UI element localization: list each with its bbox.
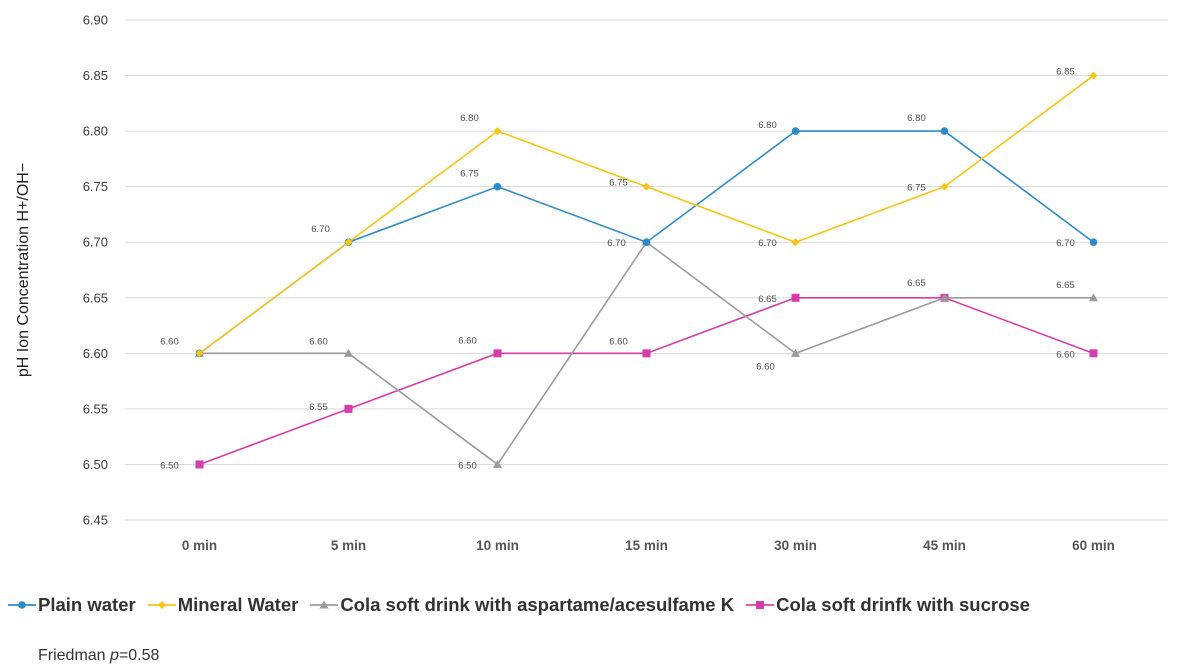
- data-point: [344, 238, 353, 247]
- data-label: 6.75: [460, 169, 479, 180]
- data-label: 6.50: [160, 460, 179, 471]
- data-point: [18, 601, 26, 609]
- data-point: [344, 404, 353, 413]
- legend-item: Plain water: [8, 594, 136, 616]
- y-tick-label: 6.60: [83, 346, 108, 361]
- legend-item: Mineral Water: [147, 594, 299, 616]
- y-tick-label: 6.55: [83, 401, 108, 416]
- data-point: [1089, 293, 1098, 302]
- data-point: [195, 349, 204, 358]
- legend: Plain water Mineral Water Cola soft drink …: [8, 594, 1042, 616]
- data-point: [493, 349, 502, 358]
- legend-label: Cola soft drinfk with sucrose: [776, 594, 1030, 615]
- data-point: [642, 238, 651, 247]
- data-label: 6.60: [160, 336, 179, 347]
- x-tick-label: 15 min: [625, 538, 668, 553]
- data-point: [493, 459, 502, 468]
- data-point: [940, 182, 949, 191]
- series-1: [195, 71, 1098, 358]
- data-point: [940, 293, 949, 302]
- series-line: [199, 74, 1094, 354]
- legend-label: Mineral Water: [177, 594, 299, 615]
- data-point: [791, 238, 800, 247]
- legend-label: Plain water: [38, 594, 136, 615]
- data-point: [493, 182, 502, 191]
- data-labels: 6.75 6.80 6.80 6.70 6.70 6.80 6.75 6.70 6.75 6.85…: [160, 67, 1075, 472]
- y-tick-label: 6.80: [83, 124, 108, 139]
- data-point: [157, 601, 166, 609]
- data-point: [940, 127, 949, 135]
- data-label: 6.85: [1056, 67, 1075, 78]
- x-tick-labels: 0 min 5 min 10 min 15 min 30 min 45 min 60 min: [182, 538, 1115, 553]
- data-label: 6.65: [758, 294, 777, 305]
- data-label: 6.60: [756, 361, 775, 372]
- grid-lines: [125, 19, 1168, 521]
- data-point: [493, 127, 502, 136]
- y-tick-label: 6.50: [83, 457, 108, 472]
- data-label: 6.65: [907, 278, 926, 289]
- x-tick-label: 0 min: [182, 538, 217, 553]
- data-point: [642, 182, 651, 191]
- x-tick-label: 5 min: [331, 538, 366, 553]
- data-label: 6.75: [907, 183, 926, 194]
- data-label: 6.60: [458, 335, 477, 346]
- friedman-note: Friedman p=0.58: [38, 647, 159, 665]
- x-tick-label: 60 min: [1072, 538, 1115, 553]
- legend-label: Cola soft drink with aspartame/acesulfam…: [340, 594, 735, 615]
- data-point: [195, 460, 204, 469]
- line-chart: 6.45 6.50 6.55 6.60 6.65 6.70 6.75 6.80 6.85 6.90…: [15, 13, 1168, 553]
- data-label: 6.80: [758, 120, 777, 131]
- friedman-value: =0.58: [118, 647, 160, 664]
- series-line: [199, 296, 1094, 466]
- y-tick-label: 6.90: [83, 13, 108, 28]
- y-tick-label: 6.85: [83, 68, 108, 83]
- y-tick-label: 6.70: [83, 235, 108, 250]
- y-tick-label: 6.75: [83, 179, 108, 194]
- y-tick-label: 6.65: [83, 290, 108, 305]
- data-label: 6.70: [607, 238, 626, 249]
- friedman-p: p: [110, 647, 119, 664]
- data-label: 6.80: [460, 113, 479, 124]
- series-lines: [195, 71, 1098, 469]
- data-label: 6.75: [609, 178, 628, 189]
- data-point: [344, 348, 353, 357]
- x-tick-label: 10 min: [476, 538, 519, 553]
- data-point: [1089, 349, 1098, 358]
- legend-item: Cola soft drink with aspartame/acesulfam…: [310, 594, 734, 616]
- x-tick-label: 30 min: [774, 538, 817, 553]
- x-tick-label: 45 min: [923, 538, 966, 553]
- data-point: [642, 349, 651, 358]
- friedman-prefix: Friedman: [38, 647, 111, 664]
- legend-swatch: [310, 600, 339, 609]
- data-label: 6.70: [311, 224, 330, 235]
- y-tick-label: 6.45: [83, 513, 108, 528]
- data-point: [791, 348, 800, 357]
- data-label: 6.60: [309, 336, 328, 347]
- data-point: [319, 600, 329, 609]
- data-point: [791, 293, 800, 302]
- data-label: 6.65: [1056, 280, 1075, 291]
- data-point: [756, 601, 765, 609]
- data-label: 6.55: [309, 402, 328, 413]
- data-label: 6.60: [609, 336, 628, 347]
- y-axis-label: pH Ion Concentration H+/OH−: [15, 163, 32, 377]
- data-label: 6.50: [458, 460, 477, 471]
- legend-swatch: [746, 601, 775, 609]
- series-3: [195, 293, 1098, 469]
- legend-swatch: [8, 601, 36, 609]
- data-label: 6.70: [758, 238, 777, 249]
- data-point: [791, 127, 800, 135]
- data-label: 6.60: [1056, 349, 1075, 360]
- legend-item: Cola soft drinfk with sucrose: [746, 594, 1030, 616]
- data-point: [1089, 71, 1098, 80]
- y-tick-labels: 6.45 6.50 6.55 6.60 6.65 6.70 6.75 6.80 6.85 6.90: [83, 13, 108, 528]
- data-point: [1089, 238, 1098, 247]
- legend-swatch: [147, 601, 176, 609]
- data-label: 6.80: [907, 113, 926, 124]
- data-label: 6.70: [1056, 238, 1075, 249]
